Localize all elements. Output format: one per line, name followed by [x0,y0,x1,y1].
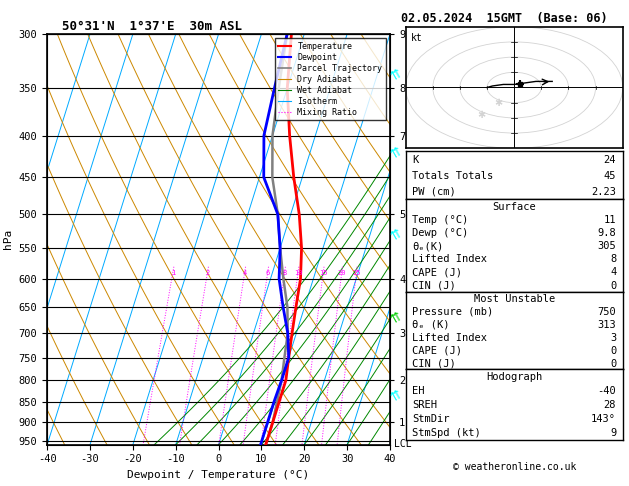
Text: SREH: SREH [412,400,437,410]
Text: Mixing Ratio (g/kg): Mixing Ratio (g/kg) [430,201,439,303]
Text: 15: 15 [319,270,328,276]
Text: 20: 20 [338,270,346,276]
Y-axis label: hPa: hPa [3,229,13,249]
Text: ⇈: ⇈ [389,145,404,161]
Text: 25: 25 [352,270,360,276]
Text: 8: 8 [282,270,287,276]
Text: 28: 28 [604,400,616,410]
Text: 4: 4 [610,267,616,278]
Text: θₑ(K): θₑ(K) [412,241,443,251]
Text: 305: 305 [598,241,616,251]
Text: 11: 11 [604,215,616,225]
Text: Lifted Index: Lifted Index [412,332,487,343]
Text: K: K [412,155,418,165]
Text: 0: 0 [610,346,616,356]
Text: 313: 313 [598,320,616,330]
Text: LCL: LCL [394,439,412,449]
Text: StmSpd (kt): StmSpd (kt) [412,429,481,438]
Text: 0: 0 [610,359,616,368]
Text: Surface: Surface [493,202,536,211]
Text: 3: 3 [610,332,616,343]
Text: -40: -40 [598,386,616,396]
Text: kt: kt [411,33,423,43]
Text: ✱: ✱ [494,98,502,108]
Y-axis label: km
ASL: km ASL [413,218,431,240]
Text: 45: 45 [604,171,616,181]
Text: 9: 9 [610,429,616,438]
Text: CAPE (J): CAPE (J) [412,346,462,356]
Text: Totals Totals: Totals Totals [412,171,494,181]
Text: 50°31'N  1°37'E  30m ASL: 50°31'N 1°37'E 30m ASL [47,20,242,33]
Text: CAPE (J): CAPE (J) [412,267,462,278]
Text: 0: 0 [610,280,616,291]
Text: Pressure (mb): Pressure (mb) [412,307,494,317]
Text: ⇈: ⇈ [389,388,404,404]
Text: StmDir: StmDir [412,415,450,424]
Text: 750: 750 [598,307,616,317]
Text: ⇈: ⇈ [389,67,404,84]
Text: Hodograph: Hodograph [486,372,542,382]
Text: CIN (J): CIN (J) [412,280,456,291]
Text: Temp (°C): Temp (°C) [412,215,469,225]
Text: ⇈: ⇈ [389,310,404,327]
Text: Most Unstable: Most Unstable [474,294,555,304]
Text: 9.8: 9.8 [598,228,616,238]
Text: ✱: ✱ [477,110,486,120]
Text: 6: 6 [265,270,270,276]
Text: 24: 24 [604,155,616,165]
Text: ⇈: ⇈ [389,227,404,244]
Text: Lifted Index: Lifted Index [412,254,487,264]
Text: Dewp (°C): Dewp (°C) [412,228,469,238]
Text: PW (cm): PW (cm) [412,187,456,197]
Text: 1: 1 [170,270,175,276]
Legend: Temperature, Dewpoint, Parcel Trajectory, Dry Adiabat, Wet Adiabat, Isotherm, Mi: Temperature, Dewpoint, Parcel Trajectory… [275,38,386,121]
Text: © weatheronline.co.uk: © weatheronline.co.uk [452,462,576,471]
Text: 2.23: 2.23 [591,187,616,197]
Text: 8: 8 [610,254,616,264]
Text: 143°: 143° [591,415,616,424]
Text: 2: 2 [205,270,209,276]
Text: EH: EH [412,386,425,396]
Text: θₑ (K): θₑ (K) [412,320,450,330]
X-axis label: Dewpoint / Temperature (°C): Dewpoint / Temperature (°C) [128,470,309,480]
Text: 10: 10 [294,270,303,276]
Text: 4: 4 [243,270,247,276]
Text: CIN (J): CIN (J) [412,359,456,368]
Text: 02.05.2024  15GMT  (Base: 06): 02.05.2024 15GMT (Base: 06) [401,12,608,25]
